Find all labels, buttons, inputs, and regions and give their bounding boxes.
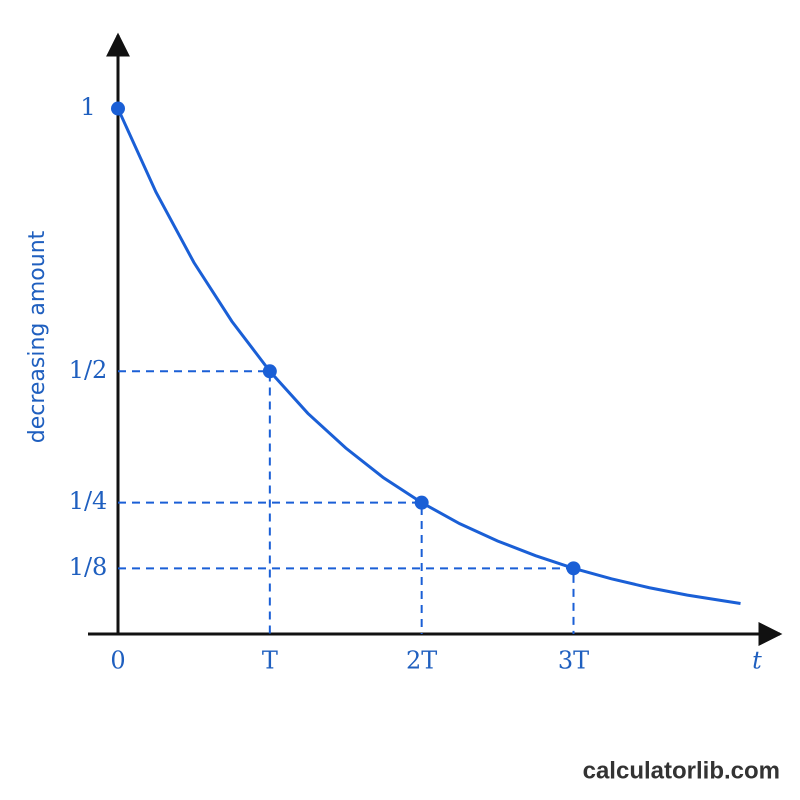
y-tick-label: 1/2 [69,356,108,384]
guide-line [118,501,423,634]
point [566,561,581,576]
x-tick-label: 0 [110,647,125,675]
y-tick-label: 1 [80,93,95,121]
point [111,101,125,116]
guide-line [118,567,575,634]
point [414,495,429,510]
x-tick-label: 3T [558,647,589,675]
y-tick-label: 1/8 [69,553,108,581]
x-tick-label: 2T [406,647,437,675]
x-axis-label: t [752,647,762,675]
guide-line [118,370,271,634]
y-axis-label: decreasing amount [25,230,50,443]
decay-curve [116,107,741,606]
x-tick-label: T [262,647,278,675]
watermark: calculatorlib.com [583,757,780,784]
y-tick-label: 1/4 [69,487,108,515]
point [262,364,277,379]
